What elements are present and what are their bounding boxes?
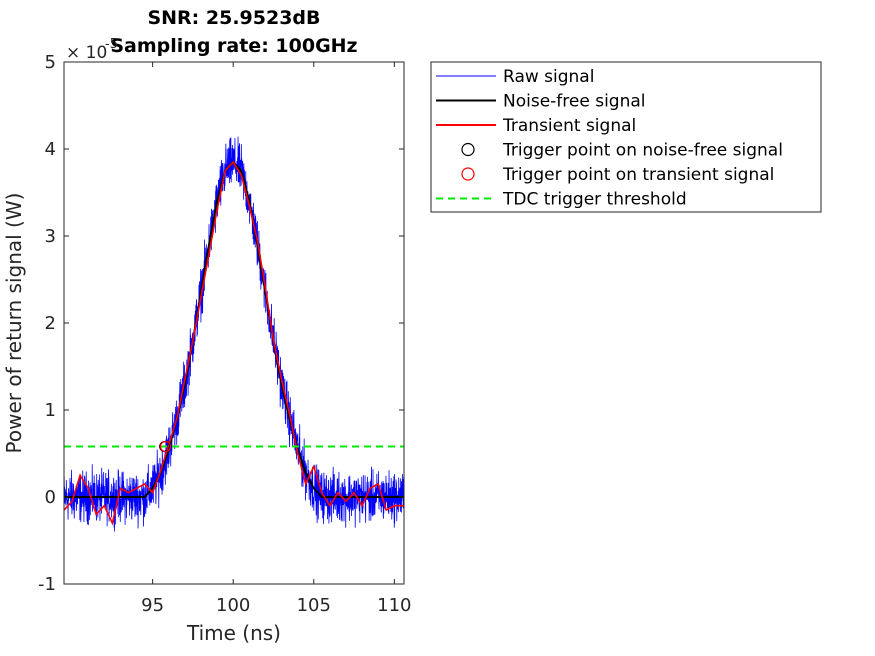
y-tick-label: 5 [45, 52, 56, 73]
marker-trigger-point-on-transient-signal [159, 440, 172, 453]
x-tick-label: 95 [141, 595, 164, 616]
legend: Raw signal Noise-free signal Transient sig… [430, 61, 822, 213]
y-exponent-power: -5 [105, 37, 118, 52]
y-exponent-base: × 10 [66, 43, 107, 63]
series-raw-signal [64, 136, 404, 532]
series-transient-signal [64, 160, 404, 526]
y-tick-label: 2 [45, 313, 56, 334]
legend-label-raw-signal: Raw signal [503, 67, 594, 87]
chart-title-line-1: SNR: 25.9523dB [147, 7, 320, 29]
y-tick-label: -1 [38, 574, 56, 595]
legend-box [430, 61, 822, 213]
legend-label-transient-signal: Transient signal [502, 116, 636, 136]
chart-title-line-2: Sampling rate: 100GHz [110, 35, 357, 57]
x-axis-label: Time (ns) [186, 621, 281, 645]
plot-area: 95 100 105 110 -1 0 1 2 3 4 5 [38, 52, 411, 616]
x-tick-label: 105 [297, 595, 331, 616]
legend-swatch-trigger-point-on-transient-signal [461, 167, 475, 181]
legend-swatch-trigger-point-on-noise-free-signal [461, 142, 475, 157]
y-axis-label: Power of return signal (W) [2, 193, 26, 454]
legend-label-noise-free-signal: Noise-free signal [503, 92, 646, 112]
y-tick-label: 1 [45, 400, 56, 421]
y-tick-label: 0 [45, 487, 56, 508]
x-tick-label: 110 [377, 595, 411, 616]
y-tick-label: 4 [45, 139, 56, 160]
legend-label-trigger-point-on-noise-free-signal: Trigger point on noise-free signal [502, 141, 783, 161]
x-tick-label: 100 [216, 595, 250, 616]
legend-label-trigger-point-on-transient-signal: Trigger point on transient signal [502, 165, 774, 185]
y-tick-label: 3 [45, 226, 56, 247]
legend-label-tdc-trigger-threshold: TDC trigger threshold [502, 190, 687, 210]
